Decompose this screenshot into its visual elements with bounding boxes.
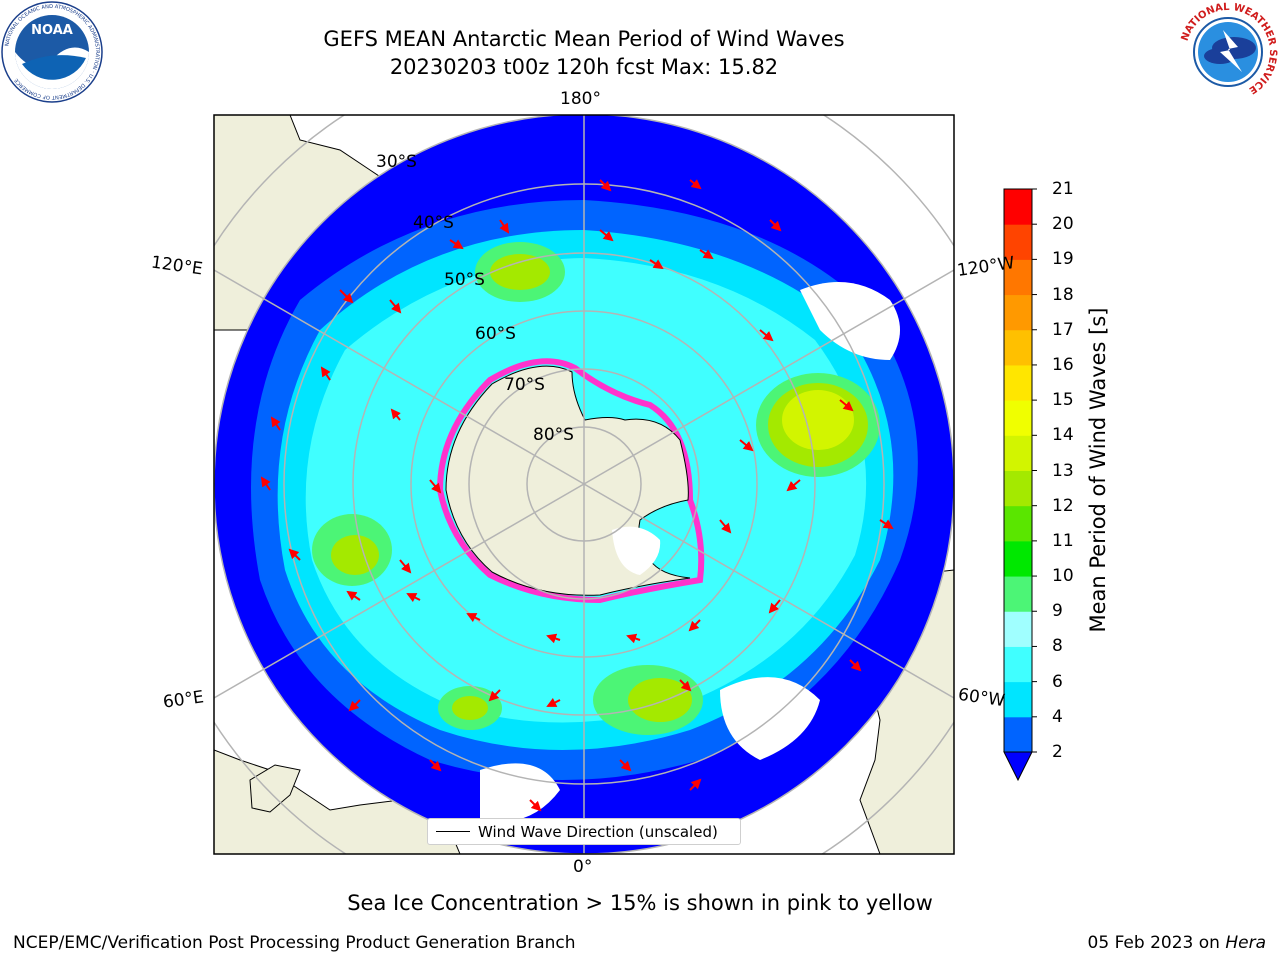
- wave-period-field: [214, 115, 954, 854]
- colorbar-tick-label: 4: [1052, 706, 1063, 727]
- colorbar-extend-triangle: [1003, 751, 1033, 782]
- colorbar-segment: [1004, 576, 1032, 612]
- colorbar-tick-label: 12: [1052, 495, 1074, 516]
- madagascar-landmass: [249, 764, 301, 813]
- colorbar-segment: [1004, 294, 1032, 331]
- lat-label-50s: 50°S: [444, 270, 485, 290]
- colorbar: [1003, 188, 1037, 782]
- nws-logo: NATIONAL WEATHER SERVICE: [1178, 2, 1278, 102]
- lat-label-40s: 40°S: [413, 213, 454, 233]
- noaa-logo-text: NOAA: [31, 23, 73, 38]
- map-frame-content: [214, 115, 954, 854]
- colorbar-segment: [1004, 259, 1032, 296]
- colorbar-tick-label: 10: [1052, 566, 1074, 587]
- lat-label-70s: 70°S: [504, 375, 545, 395]
- lat-label-60s: 60°S: [475, 324, 516, 344]
- colorbar-label: Mean Period of Wind Waves [s]: [1086, 307, 1110, 633]
- colorbar-tick-label: 6: [1052, 671, 1063, 692]
- colorbar-tick-label: 13: [1052, 460, 1074, 481]
- colorbar-tick-label: 18: [1052, 284, 1074, 305]
- colorbar-segment: [1004, 435, 1032, 471]
- sea-ice-rim: [436, 358, 705, 604]
- chart-subtitle: 20230203 t00z 120h fcst Max: 15.82: [389, 55, 779, 79]
- colorbar-segment: [1004, 540, 1032, 577]
- sea-ice-note: Sea Ice Concentration > 15% is shown in …: [347, 891, 933, 915]
- graticule: [214, 115, 954, 854]
- colorbar-tick-label: 20: [1052, 214, 1074, 235]
- colorbar-segment: [1004, 400, 1032, 436]
- colorbar-tick-label: 9: [1052, 601, 1063, 622]
- colorbar-segment: [1004, 716, 1032, 753]
- legend-line-swatch: [436, 831, 470, 832]
- colorbar-segment: [1004, 681, 1032, 718]
- colorbar-tick-label: 2: [1052, 742, 1063, 762]
- colorbar-segment: [1004, 505, 1032, 542]
- colorbar-segment: [1004, 611, 1032, 647]
- colorbar-tick-label: 8: [1052, 636, 1063, 657]
- footer-date: 05 Feb 2023 on Hera: [1088, 933, 1266, 953]
- colorbar-segment: [1004, 189, 1032, 225]
- lon-label-180: 180°: [560, 89, 601, 109]
- map-legend: Wind Wave Direction (unscaled): [427, 818, 741, 845]
- colorbar-tick-label: 16: [1052, 354, 1074, 375]
- lon-label-0: 0°: [573, 857, 593, 877]
- colorbar-segment: [1004, 470, 1032, 507]
- footer-date-text: 05 Feb 2023 on: [1087, 933, 1226, 953]
- legend-label: Wind Wave Direction (unscaled): [478, 823, 718, 841]
- colorbar-tick-label: 11: [1052, 530, 1074, 551]
- noaa-logo: NOAA NATIONAL OCEANIC AND ATMOSPHERIC AD…: [1, 1, 103, 103]
- colorbar-tick-label: 15: [1052, 390, 1074, 411]
- colorbar-segment: [1004, 224, 1032, 260]
- wind-wave-arrows: [260, 179, 894, 812]
- colorbar-tick-label: 21: [1052, 179, 1074, 199]
- lat-label-80s: 80°S: [533, 425, 574, 445]
- lat-label-30s: 30°S: [376, 152, 417, 172]
- footer-system: Hera: [1225, 933, 1266, 953]
- map-frame-border: [213, 114, 955, 855]
- footer-credit: NCEP/EMC/Verification Post Processing Pr…: [13, 933, 576, 953]
- colorbar-tick-label: 14: [1052, 425, 1074, 446]
- colorbar-tick-label: 17: [1052, 319, 1074, 340]
- colorbar-segment: [1004, 364, 1032, 401]
- colorbar-segment: [1004, 646, 1032, 683]
- colorbar-tick-label: 19: [1052, 249, 1074, 270]
- colorbar-segment: [1004, 329, 1032, 366]
- chart-title: GEFS MEAN Antarctic Mean Period of Wind …: [323, 27, 845, 51]
